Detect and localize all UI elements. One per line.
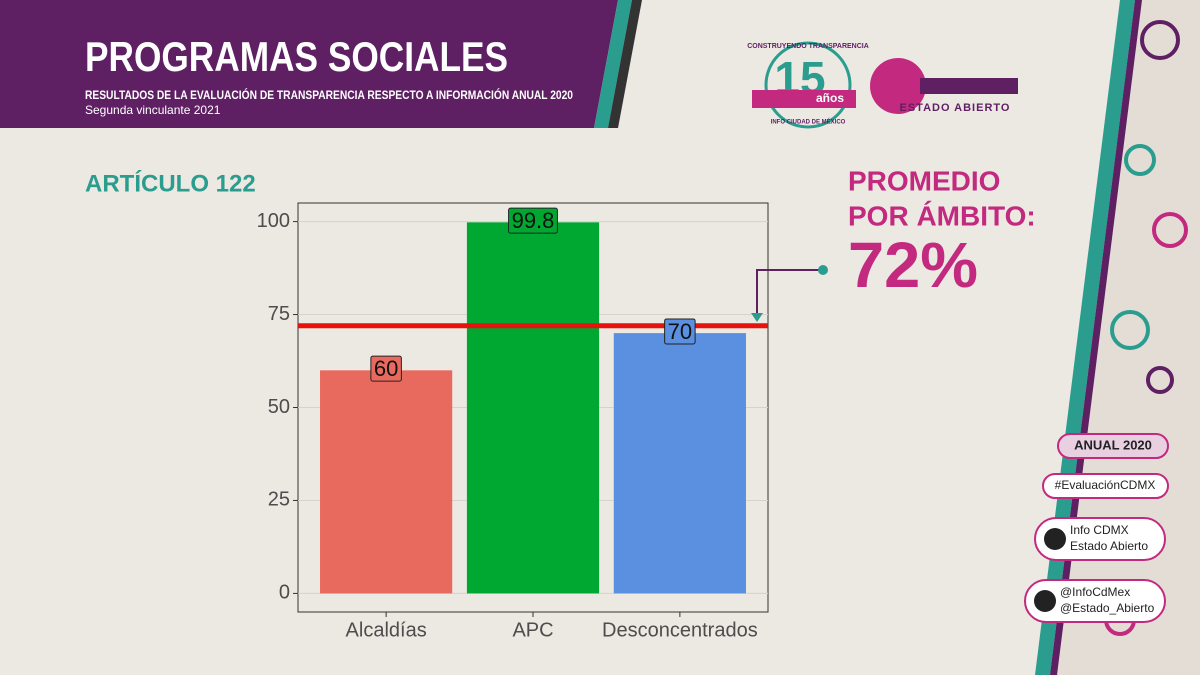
twitter-icon [1034,590,1056,612]
social-text: Estado Abierto [1070,539,1148,553]
badges: ANUAL 2020 #EvaluaciónCDMX Info CDMX Est… [1024,433,1169,623]
badge-text: ANUAL 2020 [1074,437,1152,452]
estado-abierto-logo: ESTADO ABIERTO [870,58,1018,114]
sidebar-bg [1050,0,1200,675]
sidebar-stripe [1050,0,1142,675]
y-tick-label: 25 [268,489,290,511]
logo-ribbon [752,90,856,108]
value-label: 99.8 [512,208,555,233]
sidebar-stripe [1035,0,1135,675]
value-label-box [370,355,402,382]
annotation-dot [818,265,828,275]
badge-text: #EvaluaciónCDMX [1055,478,1156,492]
value-label: 70 [668,319,692,344]
logo-ring [764,41,852,129]
badge [1057,433,1169,459]
facebook-icon [1044,528,1066,550]
logo-key [920,78,1018,94]
header-stripe [594,0,632,128]
x-tick-label: APC [512,619,553,641]
average-title: PROMEDIO [848,165,1000,196]
bar [320,370,453,594]
y-tick-label: 0 [279,582,290,604]
logo-text: años [816,91,844,105]
value-label-box [508,207,558,234]
header-stripe [608,0,642,128]
value-label: 60 [374,356,398,381]
section-title: ARTÍCULO 122 [85,169,256,197]
annotation-arrow [756,269,823,318]
anniversary-logo: CONSTRUYENDO TRANSPARENCIA 15 años INFO … [747,41,869,129]
plot: 0 25 50 75 100 Alcaldías APC Desconcentrados 60 9… [257,202,769,641]
ornament [1140,20,1180,60]
x-tick-label: Desconcentrados [602,619,758,641]
subtitle: RESULTADOS DE LA EVALUACIÓN DE TRANSPARE… [85,87,573,102]
y-tick-label: 50 [268,396,290,418]
ornament [1146,366,1174,394]
bar [613,333,746,594]
header-band [0,0,618,128]
logo-text: INFO CIUDAD DE MÉXICO [771,118,846,126]
annotation-arrowhead [751,313,763,322]
social-text: @Estado_Abierto [1060,601,1155,615]
bar [466,222,600,594]
value-label-box [664,318,696,345]
average-label: 72% [848,229,978,301]
logo-text: CONSTRUYENDO TRANSPARENCIA [747,43,869,50]
ornament [1124,144,1156,176]
x-tick-label: Alcaldías [346,619,427,641]
average-title: POR ÁMBITO: [848,200,1036,231]
note: Segunda vinculante 2021 [85,103,221,117]
ornament [1110,310,1150,350]
social-badge [1034,517,1166,561]
y-tick-label: 75 [268,303,290,325]
logo-key [870,58,926,114]
badge [1042,473,1169,499]
y-tick-label: 100 [257,210,290,232]
ornament [1152,212,1188,248]
social-text: @InfoCdMex [1060,585,1130,599]
logo-text: ESTADO ABIERTO [900,102,1011,114]
social-badge [1024,579,1166,623]
page-title: PROGRAMAS SOCIALES [85,33,508,80]
social-text: Info CDMX [1070,523,1129,537]
